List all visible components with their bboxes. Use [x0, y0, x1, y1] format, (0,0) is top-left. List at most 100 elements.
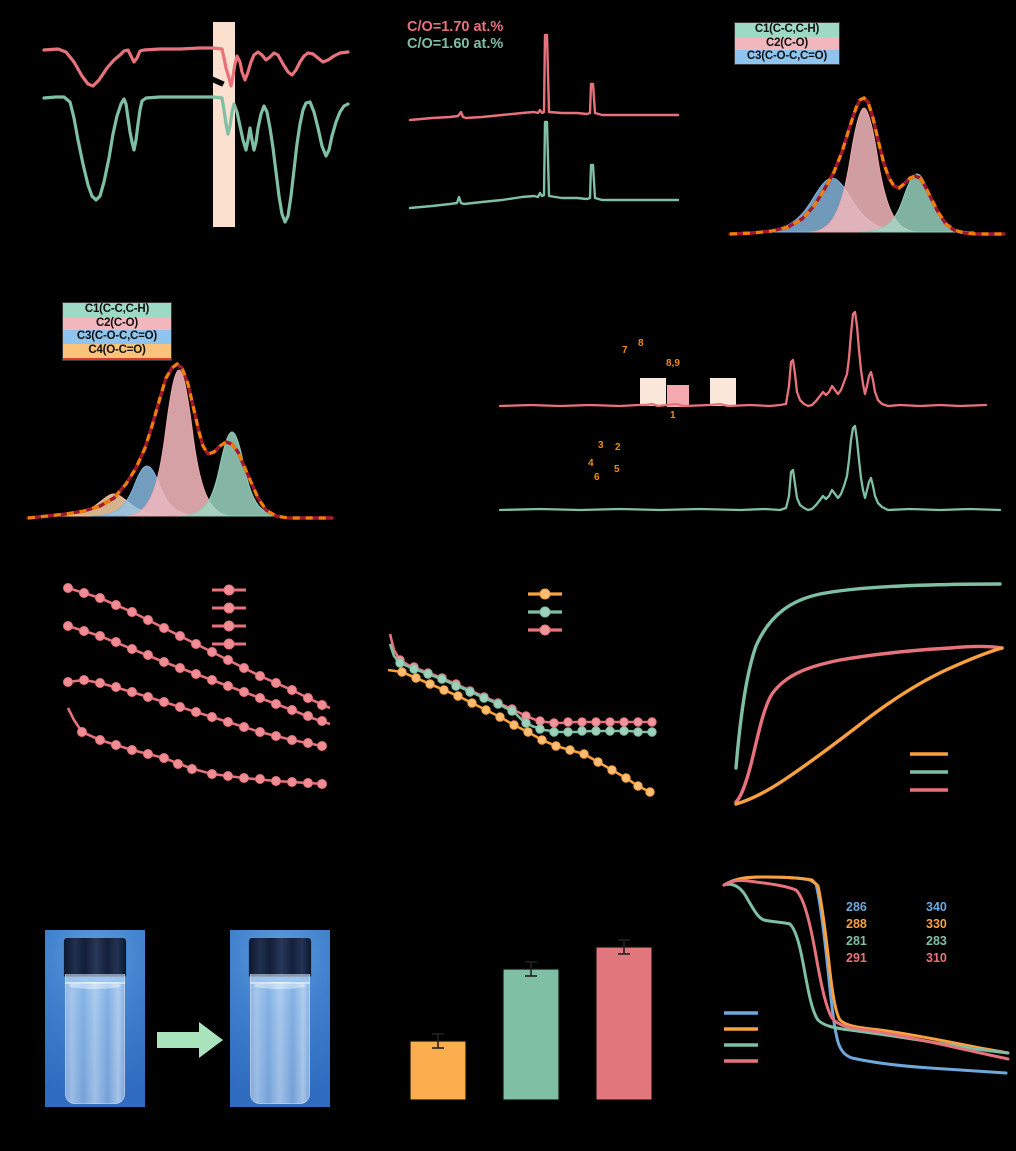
fsweep-curve-1: [63, 583, 331, 710]
ftir-trace-upper: [42, 46, 350, 88]
vial-after-photo: [230, 930, 330, 1107]
vial-before-neck: [65, 974, 125, 984]
nmr-trace-lower: [498, 424, 1002, 512]
fsweep-curve-4: [66, 707, 327, 789]
vial-after-neck: [250, 974, 310, 984]
bar-item-1: [409, 1033, 467, 1101]
vial-before-cap: [64, 938, 126, 976]
xps-survey-trace-upper: [408, 33, 680, 122]
tga-temp-right-red: 310: [926, 951, 947, 965]
vial-transition-arrow-svg: [157, 1022, 223, 1058]
tga-temp-left-green: 281: [846, 934, 867, 948]
c1s4-legend-row-c3: C3(C-O-C,C=O): [63, 330, 171, 345]
panel-c1s-four-component: C1(C-C,C-H) C2(C-O) C3(C-O-C,C=O) C4(O-C…: [0, 280, 362, 542]
xps-label-co-ratio-lower: C/O=1.60 at.%: [407, 36, 504, 52]
nmr-label-6: 6: [594, 472, 600, 483]
c1s4-component-c2-pink: [125, 369, 233, 517]
bar-rect-2: [502, 968, 560, 1101]
nmr-label-5: 5: [614, 464, 620, 475]
decay-legend-item-green: [528, 606, 562, 618]
bar-item-3: [595, 939, 653, 1101]
nmr-highlight-band-1: [640, 378, 666, 406]
c1s4-legend: C1(C-C,C-H) C2(C-O) C3(C-O-C,C=O) C4(O-C…: [62, 302, 172, 361]
bar-item-2: [502, 961, 560, 1101]
vial-before-body: [65, 982, 125, 1104]
panel-xps-survey: C/O=1.70 at.% C/O=1.60 at.%: [362, 0, 692, 262]
decay-legend-item-orange: [528, 588, 562, 600]
panel-property-bar-chart: [370, 880, 710, 1140]
nmr-highlight-band-2: [667, 385, 689, 407]
bar-rect-1: [409, 1040, 467, 1101]
panel-comparative-decay: [370, 570, 710, 830]
fsweep-legend-item-3: [212, 620, 246, 632]
fsweep-curve-3: [63, 675, 327, 751]
c1s3-legend-row-c3: C3(C-O-C,C=O): [735, 50, 839, 65]
nmr-label-1: 1: [670, 410, 676, 421]
error-bar-3: [618, 939, 630, 955]
vial-after-meniscus: [254, 982, 306, 989]
fsweep-legend-item-2: [212, 602, 246, 614]
tga-curve-orange: [722, 875, 1010, 1055]
c1s3-legend-row-c1: C1(C-C,C-H): [735, 23, 839, 37]
fsweep-legend-item-4: [212, 638, 246, 650]
uptake-curve-green: [734, 582, 1002, 770]
tga-temp-right-green: 283: [926, 934, 947, 948]
c1s3-legend: C1(C-C,C-H) C2(C-O) C3(C-O-C,C=O): [734, 22, 840, 66]
nmr-label-8: 8: [638, 338, 644, 349]
xps-label-co-ratio-upper: C/O=1.70 at.%: [407, 19, 504, 35]
vial-before: [60, 930, 130, 1107]
panel-frequency-sweep: [0, 560, 380, 820]
decay-legend-item-red: [528, 624, 562, 636]
c1s4-legend-row-c2: C2(C-O): [63, 316, 171, 331]
nmr-label-7: 7: [622, 345, 628, 356]
c1s4-envelope-dashed: [27, 361, 332, 520]
vial-after: [245, 930, 315, 1107]
c1s3-legend-row-c2: C2(C-O): [735, 36, 839, 51]
transition-arrow-icon: [157, 1022, 223, 1058]
panel-ftir-spectra: [0, 0, 362, 262]
tga-temp-left-red: 291: [846, 951, 867, 965]
ftir-trace-lower: [42, 95, 350, 224]
fsweep-legend-item-1: [212, 584, 246, 596]
vial-after-body: [250, 982, 310, 1104]
nmr-label-4: 4: [588, 458, 594, 469]
decay-series-green: [388, 643, 657, 737]
c1s4-legend-row-c4: C4(O-C=O): [63, 344, 171, 360]
panel-nmr-spectra: 7 8 8,9 3 2 4 5 6 1: [470, 300, 1016, 550]
bar-rect-3: [595, 946, 653, 1101]
vial-before-meniscus: [69, 982, 121, 989]
nmr-trace-upper: [498, 310, 988, 408]
panel-vial-transformation: [0, 880, 360, 1140]
tga-legend: [724, 1011, 758, 1063]
error-bar-2: [525, 961, 537, 977]
ftir-pointer-wedge: [205, 74, 225, 87]
tga-temp-right-blue: 340: [926, 900, 947, 914]
nmr-label-3: 3: [598, 440, 604, 451]
ftir-highlight-band: [213, 22, 235, 227]
c1s4-component-c1-mint: [179, 431, 285, 517]
tga-curve-red: [722, 878, 1010, 1061]
error-bar-1: [432, 1033, 444, 1049]
nmr-highlight-band-3: [710, 378, 736, 406]
fsweep-curve-2: [63, 621, 331, 726]
c1s3-component-c2-pink: [809, 107, 919, 233]
nmr-label-2: 2: [615, 442, 621, 453]
uptake-curve-red: [734, 644, 1004, 804]
c1s3-envelope-line: [728, 96, 1006, 236]
uptake-curve-orange: [734, 646, 1004, 806]
decay-series-orange: [387, 667, 655, 797]
fsweep-legend: [212, 584, 246, 650]
tga-temp-left-orange: 288: [846, 917, 867, 931]
tga-temp-left-blue: 286: [846, 900, 867, 914]
panel-tga-curves: 286 288 281 291 340 330 283 310: [700, 860, 1016, 1120]
nmr-label-8-9: 8,9: [666, 358, 680, 369]
decay-legend: [528, 588, 562, 636]
vial-after-cap: [249, 938, 311, 976]
panel-saturation-uptake: [700, 570, 1016, 830]
uptake-legend: [910, 752, 948, 792]
xps-survey-trace-lower: [408, 120, 680, 210]
vial-before-photo: [45, 930, 145, 1107]
tga-temp-right-orange: 330: [926, 917, 947, 931]
panel-c1s-three-component: C1(C-C,C-H) C2(C-O) C3(C-O-C,C=O): [692, 0, 1016, 262]
c1s4-legend-row-c1: C1(C-C,C-H): [63, 303, 171, 317]
